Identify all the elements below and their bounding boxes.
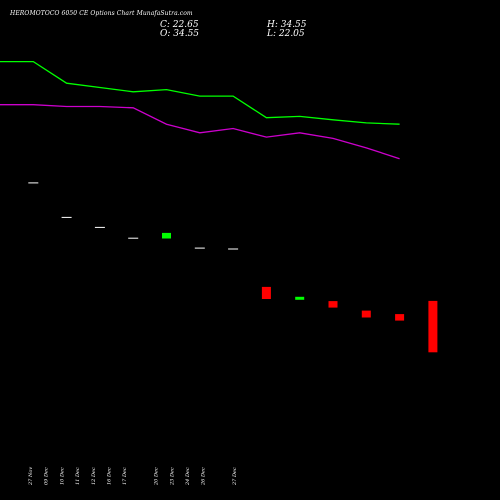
candle-09-dec [61, 216, 72, 218]
x-tick-label: 24 Dec [185, 467, 191, 486]
x-tick-label: 16 Dec [107, 467, 113, 485]
candle-17-dec [228, 248, 239, 250]
candle-11-dec [128, 237, 139, 239]
candle-16-dec [194, 247, 205, 249]
x-tick-label: 23 Dec [169, 467, 175, 486]
candle-26-dec [361, 310, 371, 318]
x-tick-label: 27 Nov [28, 467, 34, 486]
x-tick-label: 27 Dec [232, 467, 238, 486]
candle-27-dec [395, 314, 405, 321]
chart-title: HEROMOTOCO 6050 CE Options Chart MunafaS… [10, 10, 193, 17]
x-tick-label: 26 Dec [201, 467, 207, 486]
candle-20-dec [261, 286, 271, 299]
candle-30-dec [428, 300, 438, 353]
x-tick-label: 20 Dec [154, 467, 160, 486]
high-value: H: 34.55 [267, 20, 307, 30]
x-tick-label: 12 Dec [91, 467, 97, 485]
series-line-1 [0, 60, 400, 125]
candle-10-dec [94, 226, 105, 228]
low-value: L: 22.05 [267, 29, 305, 39]
close-value: C: 22.65 [160, 20, 199, 30]
candle-27-nov [28, 182, 39, 184]
x-tick-label: 11 Dec [75, 467, 81, 485]
x-tick-label: 17 Dec [122, 467, 128, 485]
open-value: O: 34.55 [160, 29, 200, 39]
x-tick-label: 09 Dec [44, 467, 50, 485]
candle-12-dec [162, 232, 171, 239]
x-tick-label: 10 Dec [59, 467, 65, 485]
candle-24-dec [328, 301, 338, 308]
candle-23-dec [295, 296, 305, 300]
series-line-2 [0, 104, 400, 160]
